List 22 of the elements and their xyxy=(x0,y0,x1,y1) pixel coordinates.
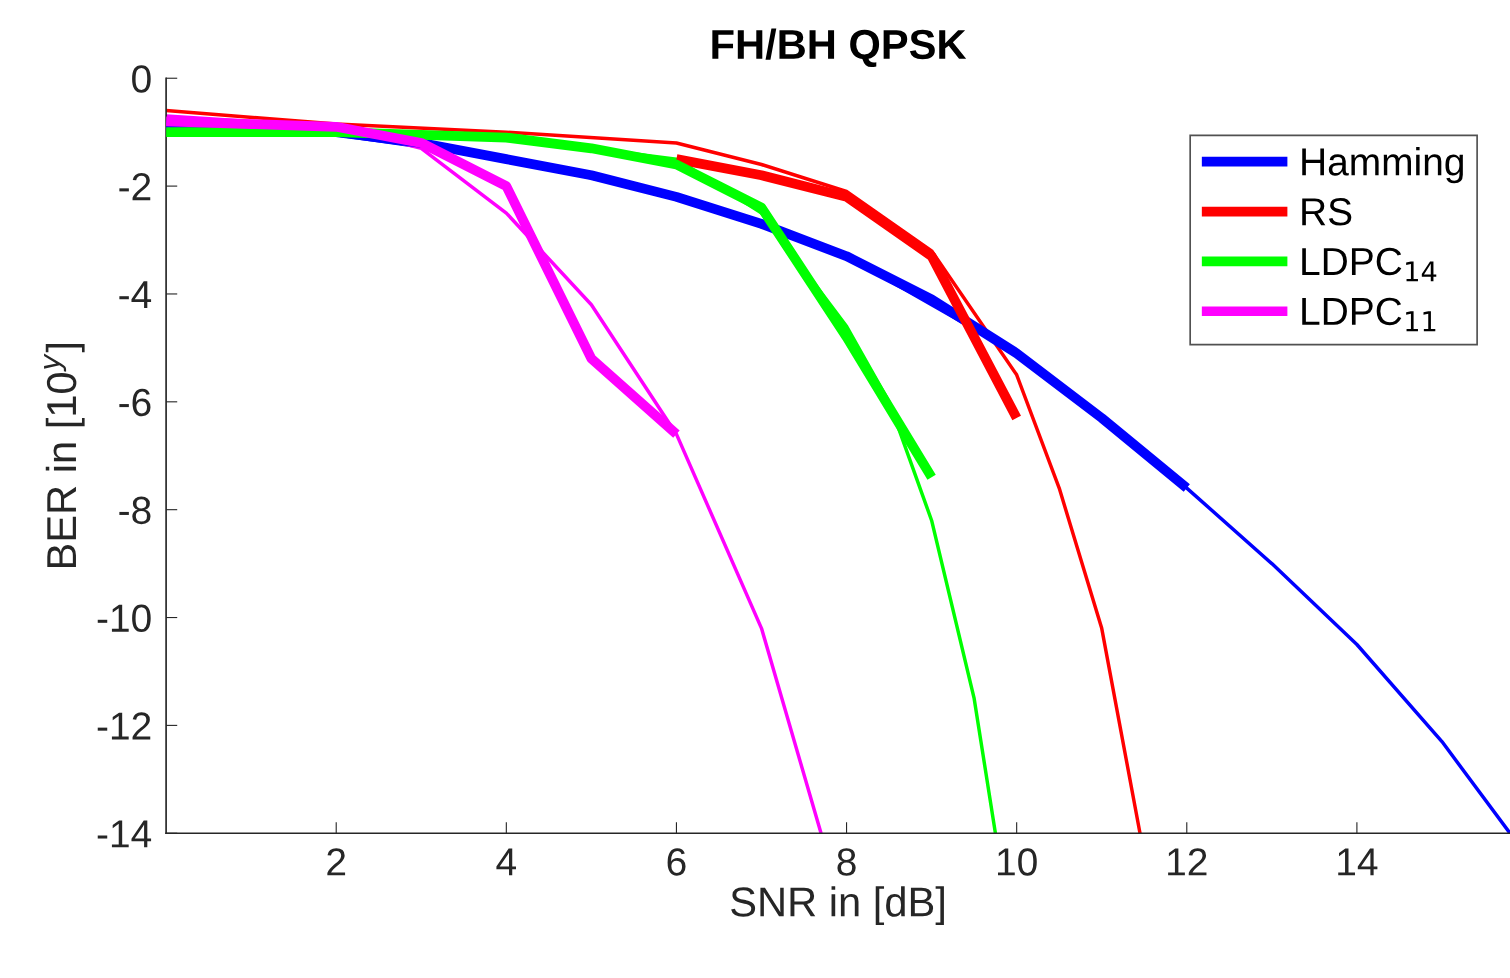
y-tick-label: -6 xyxy=(119,388,151,417)
legend-label: LDPC$_{14}$ xyxy=(1302,247,1437,282)
x-tick-label: 12 xyxy=(1168,848,1207,876)
y-tick-label: -8 xyxy=(119,496,151,525)
x-tick-label: 4 xyxy=(496,848,516,876)
legend-label: LDPC$_{11}$ xyxy=(1302,297,1436,332)
y-tick-label: -2 xyxy=(119,173,151,201)
y-tick-label: -10 xyxy=(97,604,151,633)
legend-label: Hamming xyxy=(1302,147,1463,184)
x-axis-title: SNR in [dB] xyxy=(731,886,944,926)
x-tick-label: 6 xyxy=(667,848,686,876)
y-axis-title: BER in [10$^{y}$] xyxy=(44,343,85,568)
y-tick-label: -12 xyxy=(97,712,151,740)
x-tick-label: 14 xyxy=(1338,848,1378,876)
y-tick-label: -14 xyxy=(97,820,152,848)
legend-label: RS xyxy=(1302,197,1352,226)
x-tick-label: 10 xyxy=(998,848,1037,876)
y-tick-label: -4 xyxy=(119,281,152,309)
y-tick-label: 0 xyxy=(132,65,151,93)
chart-title: FH/BH QPSK xyxy=(712,28,967,67)
x-tick-label: 8 xyxy=(837,848,856,876)
x-tick-label: 2 xyxy=(327,848,346,876)
